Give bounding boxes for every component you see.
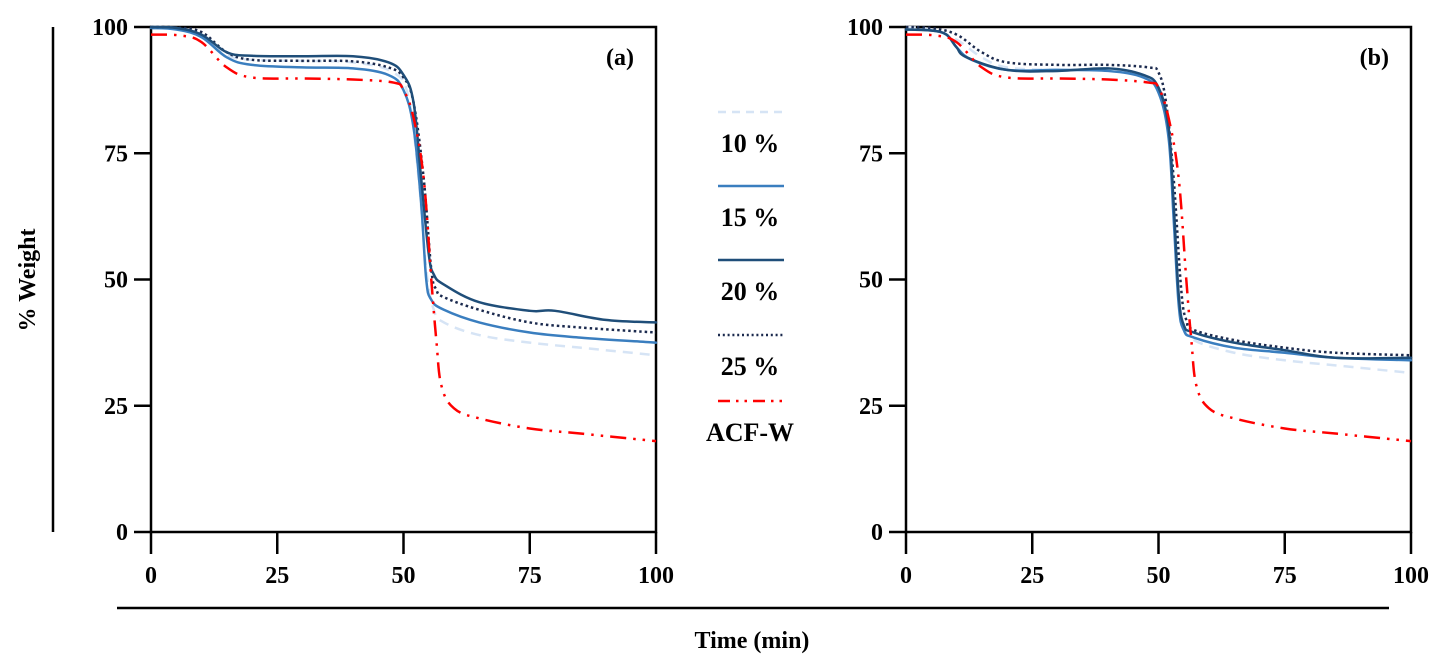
y-tick-label: 50	[104, 268, 128, 294]
panel-label-b: (b)	[1360, 45, 1389, 71]
x-tick-label: 25	[265, 563, 289, 589]
series-line-10	[905, 25, 1412, 375]
series-line-acfw	[150, 33, 657, 443]
x-tick-label: 75	[518, 563, 542, 589]
series-line-15	[904, 28, 1413, 362]
series-line-25	[905, 25, 1412, 357]
y-ticks: 0 25 50 75 100	[847, 15, 906, 546]
x-tick-label: 100	[638, 563, 674, 589]
y-tick-label: 75	[859, 141, 883, 167]
x-tick-label: 100	[1393, 563, 1429, 589]
y-tick-label: 25	[104, 394, 128, 420]
x-axis-title: Time (min)	[695, 628, 810, 654]
x-tick-label: 75	[1273, 563, 1297, 589]
panel-label-a: (a)	[606, 45, 634, 71]
plot-frame	[904, 25, 1413, 534]
series-layer	[904, 25, 1413, 443]
x-tick-label: 25	[1020, 563, 1044, 589]
series-line-20	[149, 25, 658, 324]
x-tick-label: 0	[900, 563, 912, 589]
x-tick-label: 0	[145, 563, 157, 589]
x-tick-label: 50	[392, 563, 416, 589]
y-tick-label: 25	[859, 394, 883, 420]
series-line-20	[904, 28, 1413, 360]
series-layer	[149, 25, 658, 443]
legend-label: 25 %	[721, 352, 780, 381]
y-tick-label: 100	[92, 15, 128, 41]
y-tick-label: 100	[847, 15, 883, 41]
y-ticks: 0 25 50 75 100	[92, 15, 151, 546]
legend: 10 % 15 % 20 % 25 % ACF-W	[706, 110, 794, 447]
plot-frame	[149, 25, 658, 534]
x-ticks: 0 25 50 75 100	[900, 532, 1429, 589]
y-tick-label: 0	[116, 520, 128, 546]
y-tick-label: 0	[871, 520, 883, 546]
y-tick-label: 75	[104, 141, 128, 167]
panel-b: 0 25 50 75 100 0 25 50 75 100 (b)	[847, 15, 1429, 589]
y-tick-label: 50	[859, 268, 883, 294]
y-axis-title: % Weight	[15, 229, 41, 332]
x-tick-label: 50	[1147, 563, 1171, 589]
series-line-15	[149, 26, 658, 344]
panel-a: 0 25 50 75 100 0 25 50 75 100 (a)	[92, 15, 674, 589]
legend-label: 15 %	[721, 203, 780, 232]
x-ticks: 0 25 50 75 100	[145, 532, 674, 589]
legend-label: 10 %	[721, 129, 780, 158]
legend-label: ACF-W	[706, 418, 794, 447]
legend-label: 20 %	[721, 277, 780, 306]
series-line-acfw	[905, 33, 1412, 443]
